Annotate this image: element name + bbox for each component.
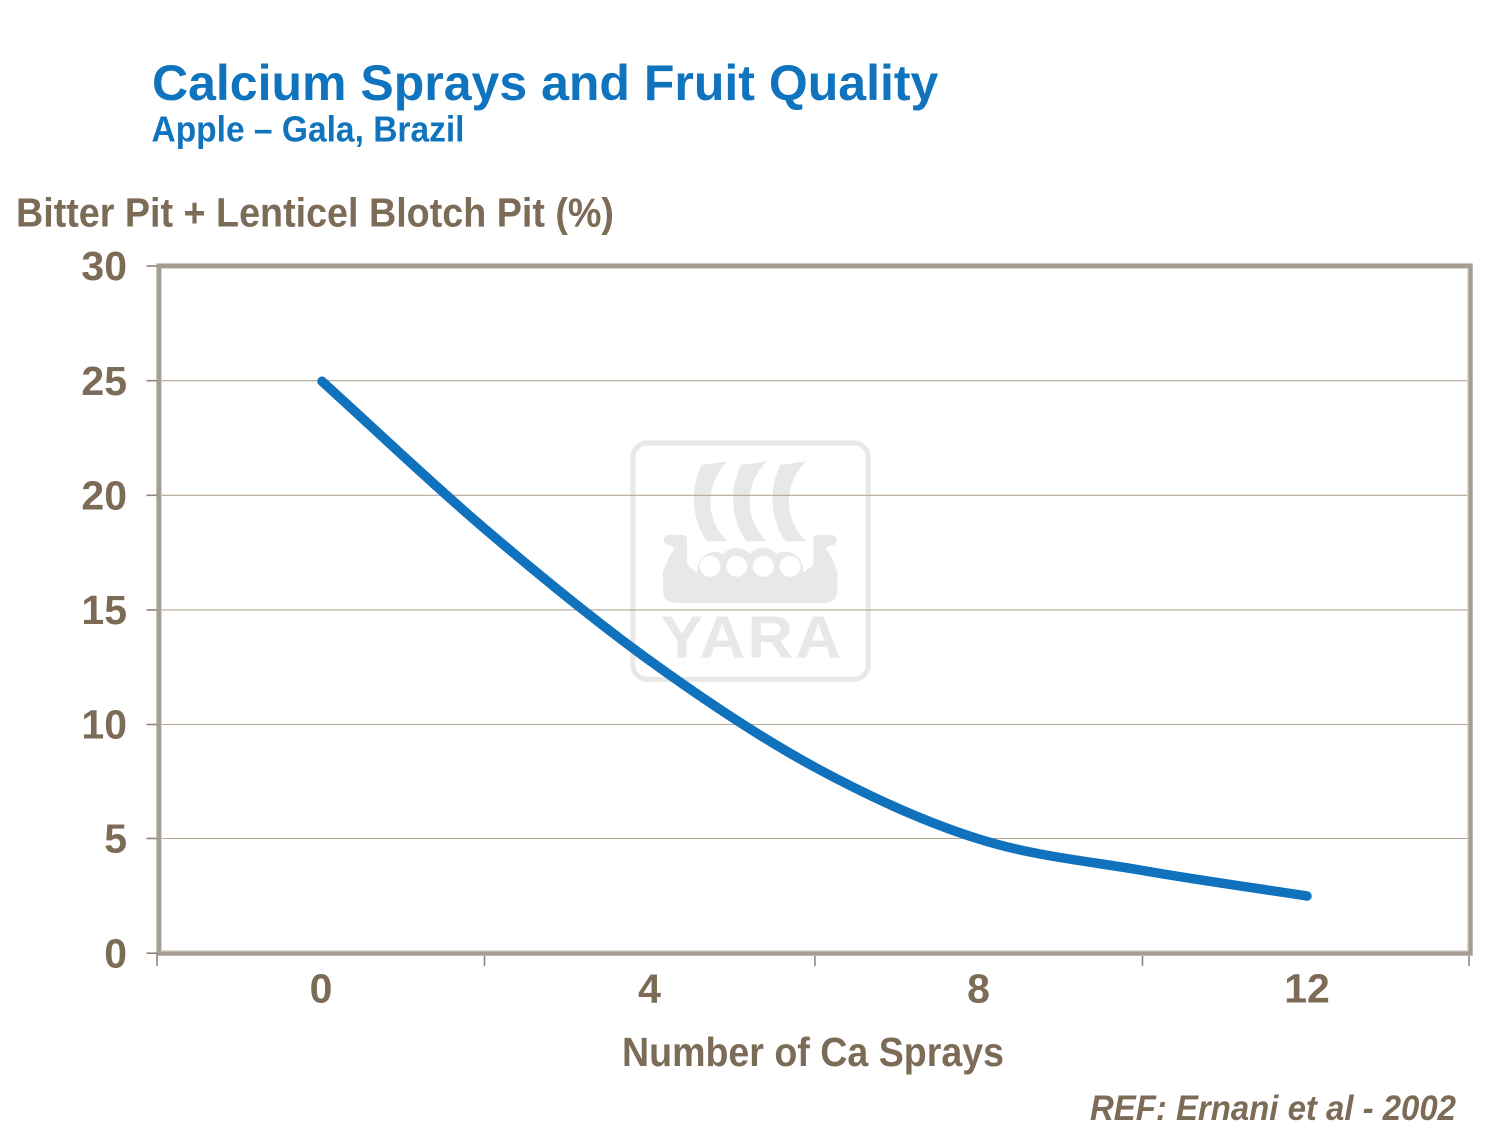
svg-text:Number of Ca Sprays: Number of Ca Sprays (622, 1029, 1004, 1075)
svg-text:5: 5 (104, 816, 127, 862)
svg-text:20: 20 (81, 472, 127, 518)
svg-text:0: 0 (310, 965, 333, 1011)
svg-text:25: 25 (81, 358, 127, 404)
svg-text:30: 30 (81, 243, 127, 289)
svg-text:REF: Ernani et al - 2002: REF: Ernani et al - 2002 (1090, 1089, 1456, 1125)
svg-text:4: 4 (638, 965, 661, 1011)
svg-text:8: 8 (967, 965, 990, 1011)
svg-text:12: 12 (1284, 965, 1330, 1011)
svg-text:15: 15 (81, 587, 127, 633)
svg-text:Calcium Sprays and Fruit Quali: Calcium Sprays and Fruit Quality (152, 55, 938, 111)
svg-text:Apple – Gala, Brazil: Apple – Gala, Brazil (152, 109, 465, 150)
svg-text:10: 10 (81, 702, 127, 748)
svg-text:0: 0 (104, 930, 127, 976)
svg-text:Bitter Pit + Lenticel Blotch P: Bitter Pit + Lenticel Blotch Pit (%) (16, 190, 614, 236)
svg-text:YARA: YARA (661, 604, 844, 671)
